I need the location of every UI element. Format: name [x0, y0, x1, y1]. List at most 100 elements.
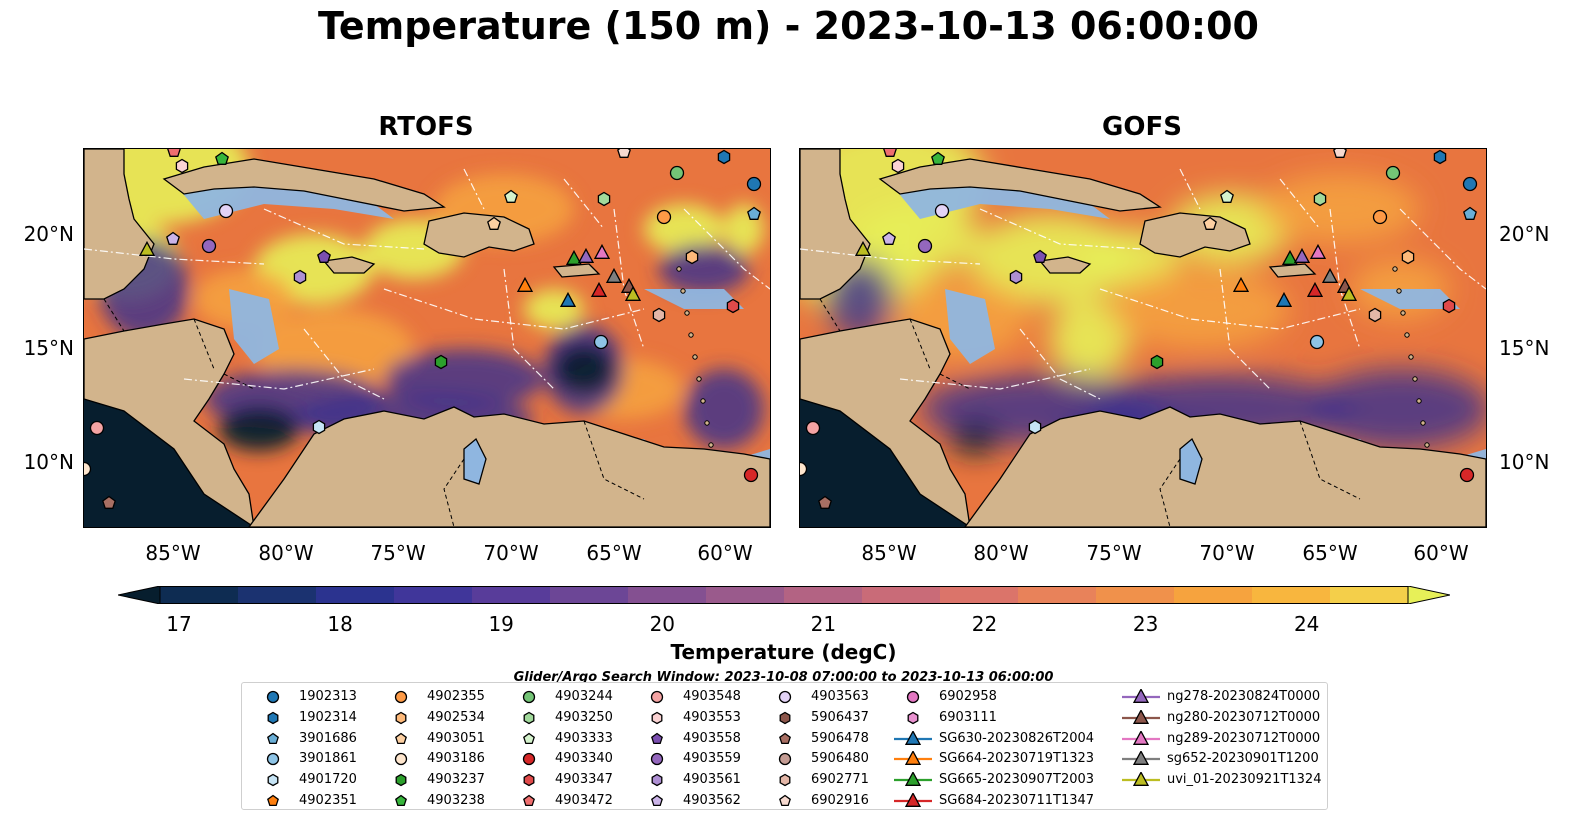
- float-marker: [805, 420, 821, 436]
- lake-maracaibo: [1179, 437, 1203, 485]
- float-marker-icon: [651, 794, 663, 807]
- colorbar-segment: [160, 586, 239, 604]
- float-marker-icon: [267, 711, 279, 725]
- search-window-text: Glider/Argo Search Window: 2023-10-08 07…: [513, 670, 1054, 685]
- colorbar-segment: [628, 586, 707, 604]
- legend-marker: [266, 690, 280, 704]
- glider-marker: [590, 281, 608, 297]
- float-marker: [434, 354, 448, 370]
- float-marker: [597, 191, 611, 207]
- eez-boundary: [84, 248, 265, 265]
- legend-label: 4903237: [427, 772, 485, 788]
- legend-marker: [904, 793, 922, 807]
- colorbar-tick-label: 19: [488, 612, 514, 636]
- legend-label: 5906478: [811, 730, 869, 746]
- float-marker: [1028, 419, 1042, 435]
- legend-marker: [266, 753, 280, 766]
- legend-label: 1902314: [299, 709, 357, 725]
- float-marker: [800, 461, 808, 477]
- float-marker: [934, 203, 950, 219]
- legend-marker: [779, 773, 791, 787]
- float-marker: [1150, 354, 1164, 370]
- legend-label: 4903559: [683, 751, 741, 767]
- float-marker: [102, 495, 116, 509]
- float-marker: [312, 419, 326, 435]
- legend-label: 5906437: [811, 709, 869, 725]
- float-marker: [201, 238, 217, 254]
- float-marker: [883, 149, 897, 157]
- legend-marker: [904, 772, 922, 787]
- eez-boundary: [683, 208, 770, 290]
- legend-marker: [267, 794, 279, 807]
- float-marker-icon: [395, 732, 407, 744]
- lon-tick-85w: 85°W: [145, 541, 201, 565]
- float-marker: [84, 461, 92, 477]
- eez-boundary: [563, 178, 605, 230]
- legend-label: SG665-20230907T2003: [939, 772, 1095, 788]
- lat-tick-10n: 10°N: [23, 450, 74, 474]
- panel-title-gofs: GOFS: [1102, 112, 1182, 142]
- cuba-land: [162, 158, 446, 212]
- glider-marker: [605, 267, 623, 283]
- float-marker: [215, 151, 229, 165]
- colorbar-segment: [472, 586, 551, 604]
- glider-track-icon: [1122, 689, 1160, 703]
- colorbar-tick-label: 21: [810, 612, 837, 636]
- legend-marker: [651, 732, 663, 744]
- eez-boundary: [1179, 168, 1201, 210]
- lon-tick-85w-right: 85°W: [861, 541, 917, 565]
- legend-label: sg652-20230901T1200: [1167, 751, 1319, 767]
- legend-label: 6902958: [939, 689, 997, 704]
- float-marker-icon: [395, 711, 407, 725]
- legend-marker: [650, 690, 664, 704]
- float-marker: [166, 231, 180, 245]
- float-marker: [218, 203, 234, 219]
- legend-marker: [523, 773, 535, 787]
- glider-marker: [138, 240, 156, 256]
- glider-marker: [593, 243, 611, 259]
- legend-marker: [779, 711, 791, 725]
- legend-marker: [651, 794, 663, 807]
- float-marker-icon: [266, 690, 280, 704]
- float-marker-icon: [651, 732, 663, 744]
- continental-shelf: [945, 289, 995, 364]
- float-marker-icon: [267, 773, 279, 787]
- legend-marker: [394, 753, 408, 766]
- float-marker: [1459, 467, 1475, 483]
- island: [676, 266, 682, 272]
- float-marker: [652, 307, 666, 323]
- island: [700, 398, 706, 404]
- island: [708, 442, 714, 448]
- legend-label: 3901861: [299, 751, 357, 767]
- colorbar-tick-label: 20: [649, 612, 676, 636]
- float-marker: [1463, 206, 1477, 220]
- glider-track-icon: [894, 751, 932, 766]
- float-marker-icon: [779, 773, 791, 787]
- colorbar-segment: [1096, 586, 1175, 604]
- glider-marker: [1340, 285, 1358, 301]
- legend-label: 1902313: [299, 689, 357, 704]
- island: [688, 332, 694, 338]
- legend-marker: [395, 773, 407, 787]
- float-marker: [717, 149, 731, 165]
- map-gofs: [799, 148, 1487, 528]
- island: [704, 420, 710, 426]
- lat-tick-15n-right: 15°N: [1499, 336, 1550, 360]
- legend-marker: [904, 730, 922, 745]
- eez-boundary: [800, 248, 981, 265]
- glider-marker: [516, 276, 534, 292]
- map-canvas-rtofs: [84, 149, 770, 527]
- float-marker-icon: [907, 711, 919, 725]
- legend-marker: [523, 711, 535, 725]
- legend-label: 4903340: [555, 751, 613, 767]
- float-marker: [917, 238, 933, 254]
- panel-title-rtofs: RTOFS: [378, 112, 474, 142]
- legend-marker: [906, 690, 920, 704]
- legend-marker: [267, 711, 279, 725]
- legend-label: 4902351: [299, 793, 357, 808]
- glider-marker: [624, 285, 642, 301]
- float-marker-icon: [395, 794, 407, 807]
- float-marker: [89, 420, 105, 436]
- glider-track-icon: [894, 793, 932, 807]
- country-border: [909, 318, 931, 370]
